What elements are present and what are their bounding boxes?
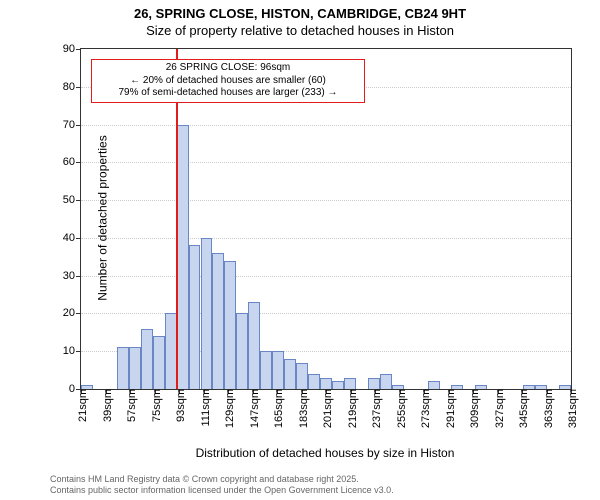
- x-tick-label: 381sqm: [563, 389, 579, 428]
- y-tick-label: 30: [63, 270, 81, 282]
- annotation-line: 79% of semi-detached houses are larger (…: [96, 87, 360, 100]
- gridline: [81, 125, 571, 126]
- y-tick-label: 20: [63, 307, 81, 319]
- title-line-1: 26, SPRING CLOSE, HISTON, CAMBRIDGE, CB2…: [0, 6, 600, 21]
- histogram-bar: [428, 381, 440, 389]
- histogram-bar: [212, 253, 224, 389]
- histogram-bar: [260, 351, 272, 389]
- y-tick-label: 80: [63, 81, 81, 93]
- x-tick-label: 309sqm: [465, 389, 481, 428]
- x-tick-label: 291sqm: [441, 389, 457, 428]
- histogram-bar: [272, 351, 284, 389]
- x-tick-label: 273sqm: [416, 389, 432, 428]
- histogram-bar: [308, 374, 320, 389]
- y-tick-label: 90: [63, 43, 81, 55]
- gridline: [81, 313, 571, 314]
- histogram-bar: [284, 359, 296, 389]
- y-tick-label: 10: [63, 345, 81, 357]
- gridline: [81, 162, 571, 163]
- x-tick-label: 345sqm: [514, 389, 530, 428]
- y-tick-label: 40: [63, 232, 81, 244]
- histogram-bar: [189, 245, 201, 389]
- histogram-bar: [332, 381, 344, 389]
- chart-plot-area: 010203040506070809021sqm39sqm57sqm75sqm9…: [80, 48, 572, 390]
- x-tick-label: 129sqm: [220, 389, 236, 428]
- histogram-bar: [380, 374, 392, 389]
- x-tick-label: 327sqm: [490, 389, 506, 428]
- y-tick-label: 50: [63, 194, 81, 206]
- gridline: [81, 276, 571, 277]
- y-axis-label: Number of detached properties: [96, 135, 110, 300]
- credits-block: Contains HM Land Registry data © Crown c…: [50, 474, 394, 497]
- histogram-bar: [320, 378, 332, 389]
- histogram-bar: [117, 347, 129, 389]
- x-tick-label: 363sqm: [539, 389, 555, 428]
- x-tick-label: 255sqm: [392, 389, 408, 428]
- histogram-bar: [141, 329, 153, 389]
- histogram-bar: [224, 261, 236, 389]
- y-tick-label: 60: [63, 156, 81, 168]
- annotation-line: ← 20% of detached houses are smaller (60…: [96, 75, 360, 88]
- histogram-bar: [344, 378, 356, 389]
- x-tick-label: 183sqm: [294, 389, 310, 428]
- x-axis-label: Distribution of detached houses by size …: [80, 446, 570, 460]
- x-tick-label: 201sqm: [318, 389, 334, 428]
- x-tick-label: 165sqm: [269, 389, 285, 428]
- histogram-bar: [296, 363, 308, 389]
- gridline: [81, 200, 571, 201]
- histogram-bar: [236, 313, 248, 389]
- x-tick-label: 57sqm: [122, 389, 138, 422]
- annotation-box: 26 SPRING CLOSE: 96sqm← 20% of detached …: [91, 59, 365, 103]
- x-tick-label: 39sqm: [98, 389, 114, 422]
- histogram-bar: [201, 238, 213, 389]
- gridline: [81, 238, 571, 239]
- title-line-2: Size of property relative to detached ho…: [0, 23, 600, 38]
- x-tick-label: 237sqm: [367, 389, 383, 428]
- histogram-bar: [153, 336, 165, 389]
- x-tick-label: 21sqm: [73, 389, 89, 422]
- histogram-bar: [368, 378, 380, 389]
- credit-line-2: Contains public sector information licen…: [50, 485, 394, 496]
- x-tick-label: 75sqm: [147, 389, 163, 422]
- x-tick-label: 93sqm: [171, 389, 187, 422]
- credit-line-1: Contains HM Land Registry data © Crown c…: [50, 474, 394, 485]
- x-tick-label: 147sqm: [245, 389, 261, 428]
- x-tick-label: 111sqm: [196, 389, 212, 427]
- chart-title-block: 26, SPRING CLOSE, HISTON, CAMBRIDGE, CB2…: [0, 0, 600, 38]
- annotation-line: 26 SPRING CLOSE: 96sqm: [96, 62, 360, 75]
- histogram-bar: [177, 125, 189, 389]
- y-tick-label: 70: [63, 119, 81, 131]
- histogram-bar: [129, 347, 141, 389]
- x-tick-label: 219sqm: [343, 389, 359, 428]
- histogram-bar: [248, 302, 260, 389]
